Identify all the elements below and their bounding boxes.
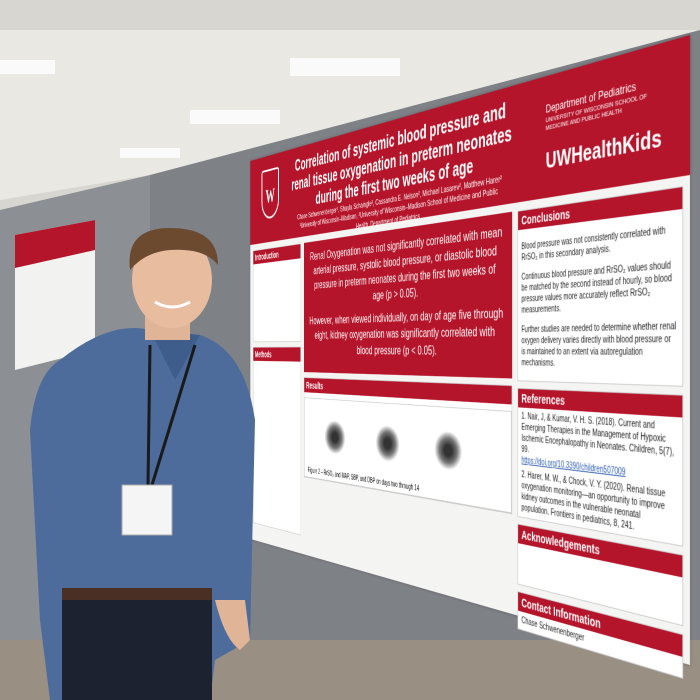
pants xyxy=(62,600,212,700)
badge xyxy=(122,485,172,535)
belt xyxy=(62,588,212,602)
